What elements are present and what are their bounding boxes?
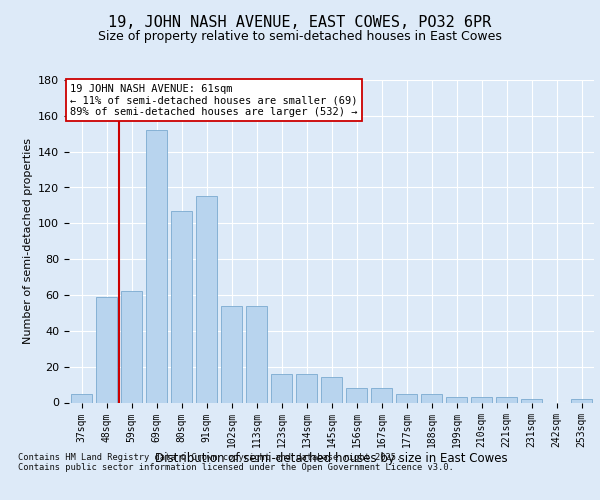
Bar	[371, 388, 392, 402]
Bar	[521, 399, 542, 402]
Bar	[246, 306, 267, 402]
Bar	[296, 374, 317, 402]
Bar	[71, 394, 92, 402]
Text: 19, JOHN NASH AVENUE, EAST COWES, PO32 6PR: 19, JOHN NASH AVENUE, EAST COWES, PO32 6…	[109, 15, 491, 30]
Bar	[221, 306, 242, 402]
Bar	[96, 297, 117, 403]
Bar	[196, 196, 217, 402]
Bar	[446, 397, 467, 402]
Text: Size of property relative to semi-detached houses in East Cowes: Size of property relative to semi-detach…	[98, 30, 502, 43]
X-axis label: Distribution of semi-detached houses by size in East Cowes: Distribution of semi-detached houses by …	[155, 452, 508, 464]
Bar	[321, 378, 342, 402]
Bar	[271, 374, 292, 402]
Text: 19 JOHN NASH AVENUE: 61sqm
← 11% of semi-detached houses are smaller (69)
89% of: 19 JOHN NASH AVENUE: 61sqm ← 11% of semi…	[70, 84, 358, 117]
Bar	[571, 399, 592, 402]
Bar	[471, 397, 492, 402]
Bar	[346, 388, 367, 402]
Y-axis label: Number of semi-detached properties: Number of semi-detached properties	[23, 138, 32, 344]
Bar	[121, 292, 142, 403]
Bar	[171, 211, 192, 402]
Text: Contains HM Land Registry data © Crown copyright and database right 2025.
Contai: Contains HM Land Registry data © Crown c…	[18, 452, 454, 472]
Bar	[396, 394, 417, 402]
Bar	[496, 397, 517, 402]
Bar	[421, 394, 442, 402]
Bar	[146, 130, 167, 402]
